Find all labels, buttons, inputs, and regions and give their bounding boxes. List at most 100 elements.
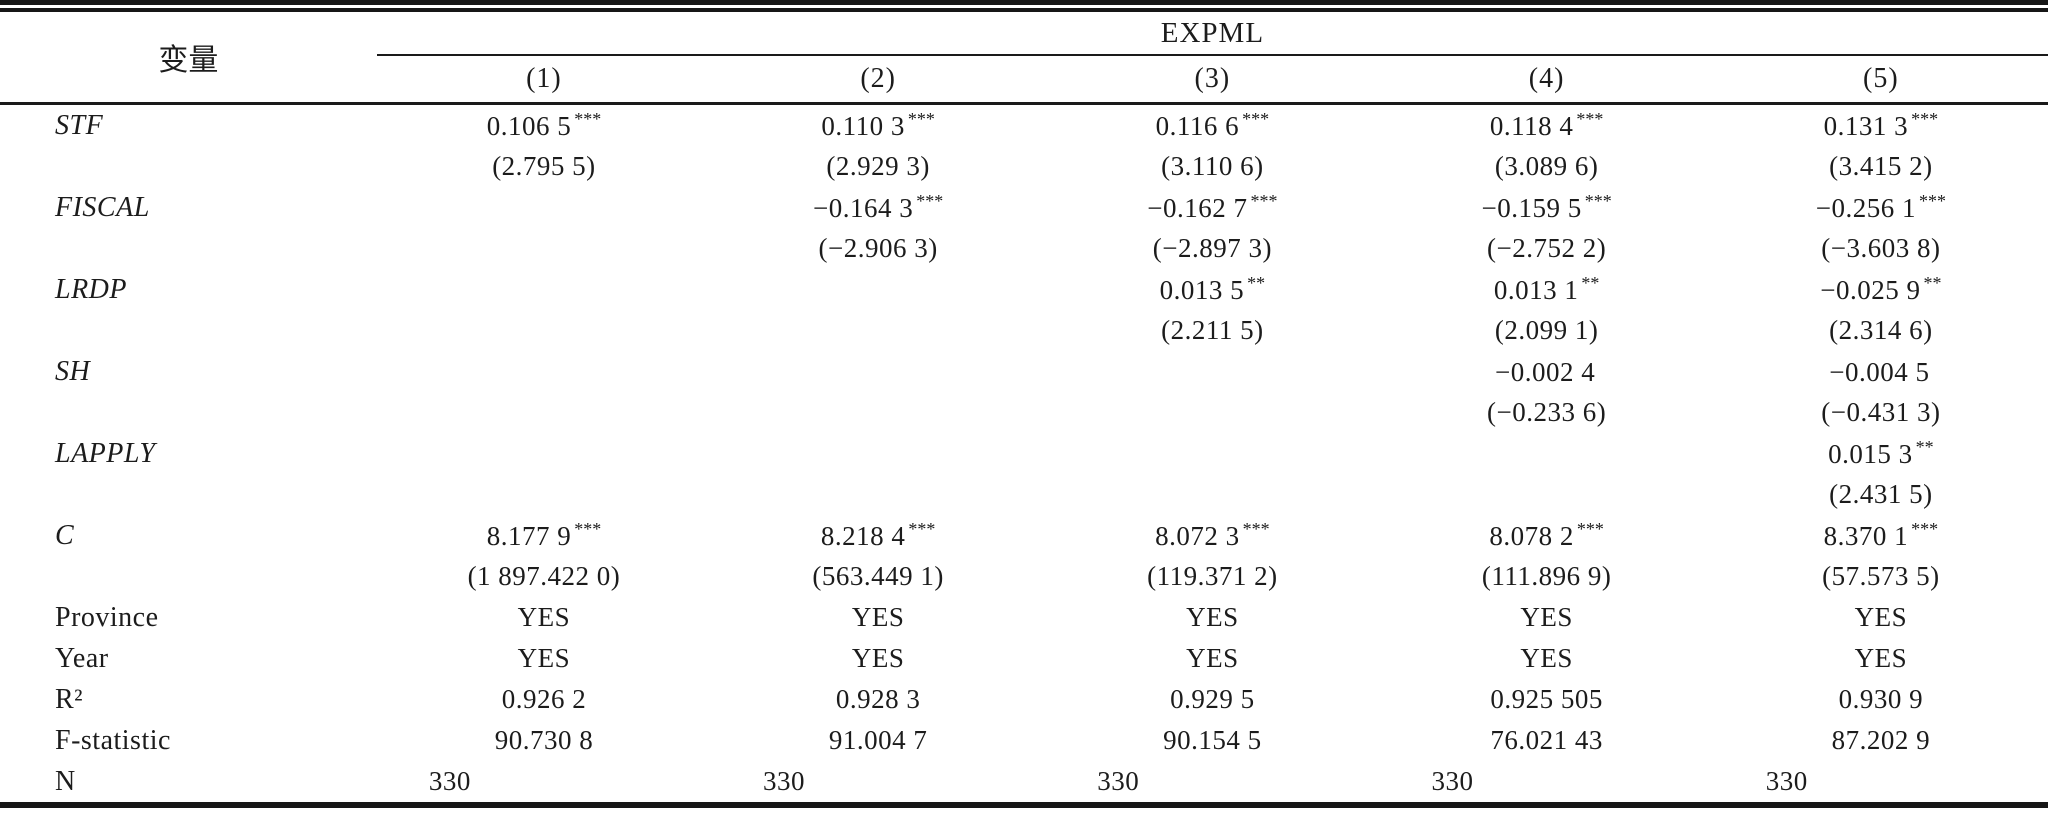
- table-row-lrdp-coef: LRDP 0.013 5 ** 0.013 1 ** −0.025 9 **: [0, 269, 2048, 310]
- stat-cell: 0.930 9: [1838, 684, 1924, 714]
- stat-cell: 0.925 505: [1490, 684, 1603, 714]
- tstat-cell: (3.415 2): [1829, 151, 1933, 181]
- column-header-5: (5): [1713, 55, 2048, 105]
- significance-stars: ***: [1576, 109, 1604, 129]
- fe-cell: YES: [1520, 643, 1573, 673]
- stat-cell: 90.730 8: [494, 725, 594, 755]
- variable-column-header: 变量: [0, 12, 377, 105]
- table-row-year-fe: Year YES YES YES YES YES: [0, 638, 2048, 679]
- fe-cell: YES: [851, 602, 905, 632]
- significance-stars: **: [1581, 273, 1600, 293]
- header-row-models: (1) (2) (3) (4) (5): [0, 55, 2048, 105]
- significance-stars: ***: [574, 519, 602, 539]
- tstat-cell: [377, 474, 711, 515]
- coef-cell: [711, 351, 1045, 392]
- coef-value: 0.013 5: [1159, 275, 1245, 305]
- stat-cell: 330: [1431, 766, 1474, 796]
- coef-value: 8.370 1: [1823, 521, 1909, 551]
- tstat-cell: (2.431 5): [1829, 479, 1933, 509]
- coef-value: −0.162 7: [1147, 193, 1248, 223]
- coef-value: 0.131 3: [1823, 111, 1909, 141]
- row-label-year: Year: [55, 643, 109, 674]
- coef-value: 0.110 3: [821, 111, 905, 141]
- table-row-stf-tstat: (2.795 5) (2.929 3) (3.110 6) (3.089 6) …: [0, 146, 2048, 187]
- table-row-province-fe: Province YES YES YES YES YES: [0, 597, 2048, 638]
- row-label-f-statistic: F-statistic: [55, 725, 171, 756]
- tstat-cell: (−2.906 3): [818, 233, 938, 263]
- tstat-cell: [711, 474, 1045, 515]
- tstat-cell: [377, 392, 711, 433]
- table-row-fiscal-coef: FISCAL −0.164 3 *** −0.162 7 *** −0.159 5 *…: [0, 187, 2048, 228]
- row-label-lrdp: LRDP: [55, 274, 127, 305]
- coef-cell: [711, 269, 1045, 310]
- stat-cell: 330: [1097, 766, 1140, 796]
- row-label-fiscal: FISCAL: [55, 192, 150, 223]
- coef-value: 0.015 3: [1828, 439, 1913, 469]
- coef-value: −0.002 4: [1494, 357, 1596, 387]
- significance-stars: ***: [1242, 109, 1270, 129]
- tstat-cell: (2.929 3): [826, 151, 930, 181]
- table-row-stf-coef: STF 0.106 5 *** 0.110 3 *** 0.116 6 *** 0.1…: [0, 104, 2048, 147]
- column-header-1: (1): [376, 55, 712, 105]
- tstat-cell: (2.795 5): [492, 151, 596, 181]
- tstat-cell: [1379, 474, 1713, 515]
- coef-value: 8.218 4: [820, 521, 906, 551]
- coef-cell: 8.218 4 ***: [711, 515, 1045, 556]
- coef-cell: −0.025 9 **: [1714, 269, 2048, 310]
- coef-cell: −0.164 3 ***: [711, 187, 1045, 228]
- tstat-cell: (−0.233 6): [1486, 397, 1607, 427]
- coef-value: 0.116 6: [1155, 111, 1240, 141]
- significance-stars: ***: [1576, 519, 1604, 539]
- table-row-lapply-coef: LAPPLY 0.015 3 **: [0, 433, 2048, 474]
- coef-value: −0.256 1: [1815, 193, 1916, 223]
- fe-cell: YES: [1186, 602, 1239, 632]
- tstat-cell: [377, 228, 711, 269]
- column-header-4: (4): [1379, 55, 1714, 105]
- row-label-observations: N: [55, 766, 76, 797]
- coef-value: 8.078 2: [1489, 521, 1574, 551]
- coef-cell: 8.078 2 ***: [1379, 515, 1713, 556]
- stat-cell: 330: [428, 766, 471, 796]
- coef-cell: 0.118 4 ***: [1379, 104, 1713, 147]
- coef-cell: 8.370 1 ***: [1714, 515, 2048, 556]
- stat-cell: 330: [763, 766, 806, 796]
- coef-value: −0.025 9: [1820, 275, 1921, 305]
- table-row-sh-coef: SH −0.002 4 −0.004 5: [0, 351, 2048, 392]
- coef-cell: [1045, 433, 1379, 474]
- significance-stars: ***: [1911, 109, 1939, 129]
- significance-stars: **: [1923, 273, 1942, 293]
- coef-cell: −0.162 7 ***: [1045, 187, 1379, 228]
- significance-stars: ***: [916, 191, 944, 211]
- fe-cell: YES: [1854, 643, 1908, 673]
- coef-cell: −0.256 1 ***: [1714, 187, 2048, 228]
- row-label-lapply: LAPPLY: [55, 438, 156, 469]
- fe-cell: YES: [517, 643, 571, 673]
- coef-cell: 0.013 5 **: [1045, 269, 1379, 310]
- significance-stars: ***: [1242, 519, 1270, 539]
- coef-cell: 0.110 3 ***: [711, 104, 1045, 147]
- coef-value: 8.177 9: [486, 521, 572, 551]
- fe-cell: YES: [1186, 643, 1239, 673]
- tstat-cell: [711, 392, 1045, 433]
- coef-cell: [377, 269, 711, 310]
- tstat-cell: (3.110 6): [1161, 151, 1264, 181]
- coef-cell: −0.002 4: [1379, 351, 1713, 392]
- header-row-span: 变量 EXPML: [0, 12, 2048, 105]
- tstat-cell: [1045, 392, 1379, 433]
- stat-cell: 0.928 3: [835, 684, 921, 714]
- top-rule-inner: [0, 8, 2048, 12]
- significance-stars: ***: [1250, 191, 1278, 211]
- stat-cell: 0.929 5: [1170, 684, 1255, 714]
- fe-cell: YES: [851, 643, 905, 673]
- significance-stars: ***: [907, 109, 935, 129]
- coef-cell: [1379, 433, 1713, 474]
- coef-cell: 8.072 3 ***: [1045, 515, 1379, 556]
- tstat-cell: (−2.897 3): [1152, 233, 1272, 263]
- table-row-lapply-tstat: (2.431 5): [0, 474, 2048, 515]
- fe-cell: YES: [517, 602, 571, 632]
- table-row-sh-tstat: (−0.233 6) (−0.431 3): [0, 392, 2048, 433]
- tstat-cell: [1045, 474, 1379, 515]
- coef-cell: 0.015 3 **: [1714, 433, 2048, 474]
- stat-cell: 91.004 7: [828, 725, 928, 755]
- tstat-cell: (2.314 6): [1829, 315, 1933, 345]
